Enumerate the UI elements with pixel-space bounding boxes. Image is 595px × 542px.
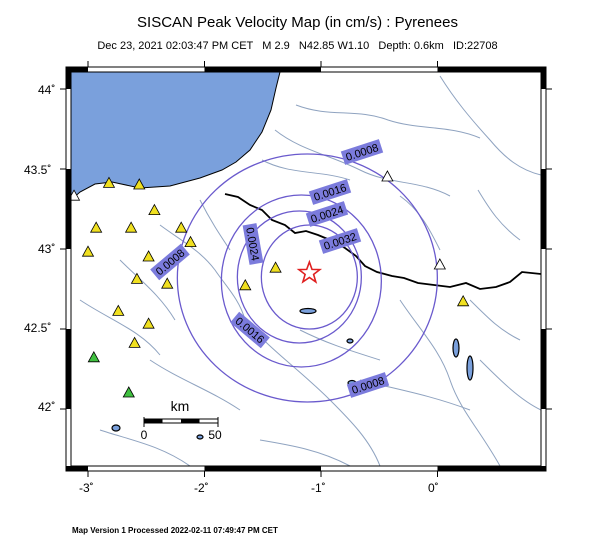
contour-0.0032 [260, 224, 359, 330]
station-triangle-icon [433, 258, 447, 270]
station-triangle-icon [102, 176, 116, 188]
country-border [224, 193, 541, 290]
station-triangle-icon [142, 250, 155, 262]
lat-axis-labels: 44˚ 43.5˚ 43˚ 42.5˚ 42˚ [24, 83, 55, 414]
lat-label: 42.5˚ [24, 321, 51, 335]
station-triangle-icon [161, 277, 174, 289]
station-triangle-icon [130, 272, 144, 284]
station-triangle-icon [122, 386, 135, 398]
contour-0.0024 [236, 210, 363, 344]
lon-label: -3˚ [79, 481, 94, 495]
epicenter-group [296, 259, 323, 284]
station-triangle-icon [124, 221, 138, 233]
scale-start: 0 [141, 428, 148, 442]
map-title: SISCAN Peak Velocity Map (in cm/s) : Pyr… [137, 14, 458, 31]
map-footer: Map Version 1 Processed 2022-02-11 07:49… [72, 526, 278, 535]
station-triangle-icon [381, 170, 394, 182]
station-triangle-icon [148, 203, 161, 215]
station-triangle-icon [89, 221, 103, 233]
contour-0.0016 [220, 194, 383, 368]
lat-label: 43˚ [38, 242, 55, 256]
scale-end: 50 [208, 428, 222, 442]
lakes [111, 307, 474, 440]
contour-label: 0.0024 [242, 223, 264, 265]
station-triangle-icon [175, 221, 188, 233]
contour-lines [176, 153, 439, 403]
map-frame [60, 61, 552, 477]
stations [71, 170, 470, 398]
contour-label-text: 0.0024 [243, 227, 261, 262]
contour-0.0008 [176, 153, 439, 403]
epicenter-star-icon [296, 259, 323, 284]
lat-label: 44˚ [38, 83, 55, 97]
lon-label: 0˚ [428, 481, 439, 495]
station-triangle-icon [87, 350, 101, 363]
station-triangle-icon [269, 261, 282, 273]
lon-axis-labels: -3˚ -2˚ -1˚ 0˚ [79, 481, 439, 495]
station-triangle-icon [128, 336, 141, 348]
map-subtitle: Dec 23, 2021 02:03:47 PM CET M 2.9 N42.8… [97, 40, 498, 52]
station-triangle-icon [456, 294, 470, 307]
lon-label: -2˚ [194, 481, 209, 495]
sea-area [71, 72, 281, 201]
station-triangle-icon [239, 278, 252, 291]
lon-label: -1˚ [311, 481, 326, 495]
map-body: 0.00080.00080.00080.00160.00160.00240.00… [71, 72, 541, 466]
station-triangle-icon [112, 304, 125, 316]
station-triangle-icon [81, 245, 95, 257]
station-triangle-icon [133, 178, 146, 190]
lat-label: 42˚ [38, 400, 55, 414]
lat-label: 43.5˚ [24, 163, 51, 177]
station-triangle-icon [142, 317, 155, 329]
station-triangle-icon [184, 235, 197, 247]
scale-bar: km 0 50 [141, 398, 222, 442]
scale-unit: km [171, 398, 190, 414]
